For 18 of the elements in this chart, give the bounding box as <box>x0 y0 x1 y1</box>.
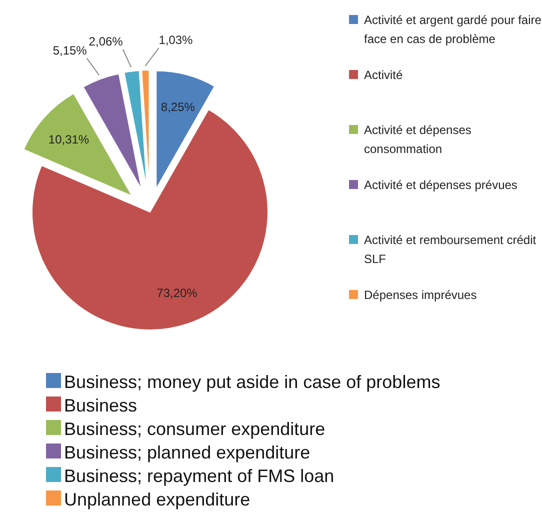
data-label: 1,03% <box>158 33 194 48</box>
legend-label: Activité et dépenses consommation <box>364 123 472 156</box>
data-label: 8,25% <box>160 100 196 114</box>
text: Unplanned expenditure <box>64 490 250 510</box>
legend-label: Dépenses imprévues <box>364 288 477 302</box>
legend-label: Activité et dépenses prévues <box>364 178 518 192</box>
data-label: 5,15% <box>52 43 88 58</box>
data-label: 2,06% <box>88 34 124 48</box>
text: Business <box>64 396 138 416</box>
text: Business; planned expenditure <box>64 442 310 462</box>
legend-label: Activité et argent gardé pour faire face en cas de problème <box>364 13 542 46</box>
text: Business; repayment of FMS loan <box>64 466 334 486</box>
legend-label: Activité et remboursement crédit SLF <box>364 233 537 266</box>
data-label: 73,20% <box>156 286 198 300</box>
data-label: 10,31% <box>48 132 90 147</box>
text: Business; money put aside in case of problems <box>64 372 440 392</box>
legend-label: Activité <box>364 68 404 82</box>
text: Business; consumer expenditure <box>64 419 326 439</box>
